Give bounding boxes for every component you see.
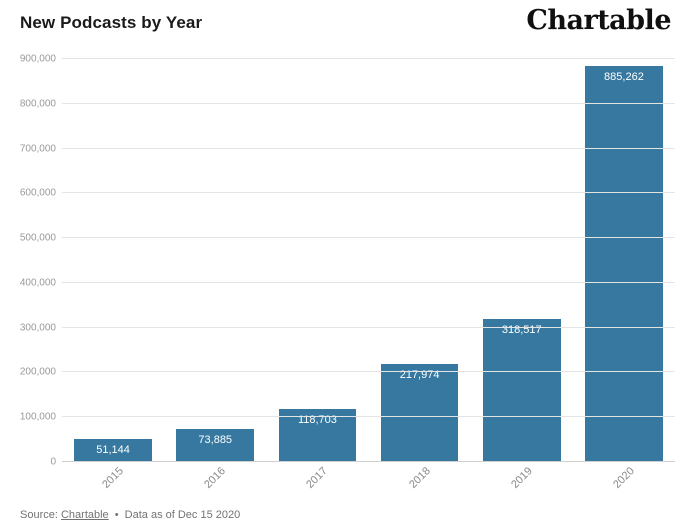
- source-note: Source: Chartable • Data as of Dec 15 20…: [20, 509, 240, 521]
- bar-slot: 885,262 2020: [573, 59, 675, 491]
- bar-slot: 51,144 2015: [62, 59, 164, 491]
- gridline: [62, 192, 675, 194]
- bar-value-label: 73,885: [198, 433, 233, 446]
- bar-value-label: 885,262: [604, 70, 644, 83]
- y-tick-label: 400,000: [19, 277, 56, 289]
- bars: 51,144 2015 73,885 2016 118,703 2017 217,974 20…: [62, 59, 675, 491]
- bar-2017: 118,703: [278, 408, 357, 462]
- bar-slot: 73,885 2016: [164, 59, 266, 491]
- chart-title: New Podcasts by Year: [20, 13, 203, 32]
- y-tick-label: 200,000: [19, 366, 56, 378]
- gridline: [62, 281, 675, 283]
- bar-slot: 118,703 2017: [266, 59, 368, 491]
- bar-2015: 51,144: [74, 439, 152, 462]
- gridline: [62, 237, 675, 239]
- gridline: [62, 102, 675, 104]
- gridline: [62, 147, 675, 149]
- source-date: Data as of Dec 15 2020: [124, 509, 241, 521]
- x-tick-label: 2018: [406, 465, 433, 491]
- gridline: [62, 326, 675, 328]
- y-tick-label: 0: [50, 456, 56, 468]
- bar-2020: 885,262: [585, 65, 663, 462]
- bar-2018: 217,974: [380, 364, 459, 462]
- gridline: [62, 416, 675, 418]
- bar-2019: 318,517: [482, 319, 561, 462]
- y-tick-label: 300,000: [19, 322, 56, 334]
- y-tick-label: 600,000: [19, 187, 56, 199]
- x-tick-label: 2015: [100, 465, 126, 491]
- x-axis-line: [62, 461, 675, 462]
- source-separator: •: [114, 509, 119, 521]
- bar-2016: 73,885: [176, 428, 255, 462]
- y-tick-label: 100,000: [19, 411, 56, 423]
- x-tick-label: 2017: [304, 465, 331, 491]
- y-tick-label: 900,000: [19, 53, 56, 65]
- x-tick-label: 2016: [202, 465, 229, 491]
- bar-value-label: 51,144: [96, 444, 130, 457]
- chartable-logo[interactable]: Chartable: [526, 5, 671, 36]
- source-prefix: Source:: [20, 509, 58, 521]
- gridline: [62, 371, 675, 373]
- bar-slot: 217,974 2018: [369, 59, 471, 491]
- y-tick-label: 800,000: [19, 98, 56, 110]
- plot-area: 51,144 2015 73,885 2016 118,703 2017 217,974 20…: [62, 58, 675, 491]
- y-axis: 0 100,000 200,000 300,000 400,000 500,000 600,…: [0, 54, 56, 468]
- gridline: [62, 58, 675, 59]
- y-tick-label: 700,000: [19, 143, 56, 155]
- x-tick-label: 2020: [611, 465, 637, 491]
- x-tick-label: 2019: [508, 465, 535, 491]
- y-tick-label: 500,000: [19, 232, 56, 244]
- source-link[interactable]: Chartable: [60, 509, 109, 521]
- bar-slot: 318,517 2019: [471, 59, 573, 491]
